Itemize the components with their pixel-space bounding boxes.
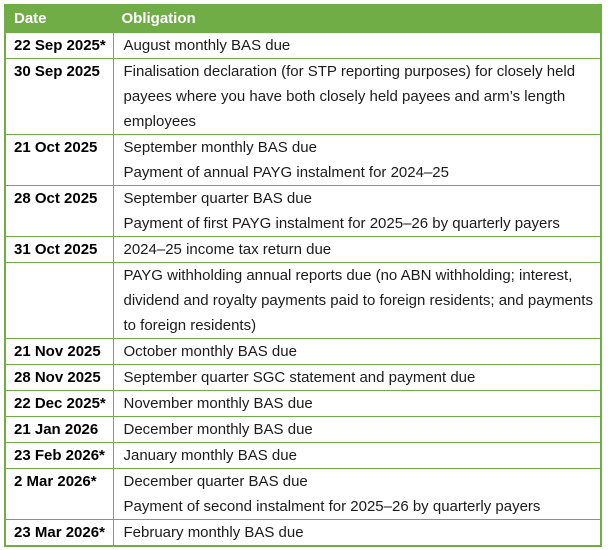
table-row: 30 Sep 2025 Finalisation declaration (fo… xyxy=(4,58,602,135)
obligation-line: December quarter BAS due xyxy=(123,473,308,490)
obligations-table: Date Obligation 22 Sep 2025* August mont… xyxy=(4,4,602,547)
obligation-cell: September monthly BAS due Payment of annu… xyxy=(112,134,602,186)
date-cell: 21 Nov 2025 xyxy=(4,338,114,365)
table-row: PAYG withholding annual reports due (no … xyxy=(4,262,602,339)
obligation-line: September monthly BAS due xyxy=(123,139,317,156)
obligation-line: August monthly BAS due xyxy=(123,37,291,54)
date-cell xyxy=(4,262,114,339)
table-row: 23 Feb 2026* January monthly BAS due xyxy=(4,442,602,469)
obligation-line: Payment of first PAYG instalment for 202… xyxy=(123,215,560,232)
obligation-cell: February monthly BAS due xyxy=(112,519,602,547)
obligation-line: Payment of annual PAYG instalment for 20… xyxy=(123,164,449,181)
column-header-obligation: Obligation xyxy=(112,4,602,33)
table-body: 22 Sep 2025* August monthly BAS due 30 S… xyxy=(4,32,602,547)
table-row: 23 Mar 2026* February monthly BAS due xyxy=(4,519,602,547)
table-header-row: Date Obligation xyxy=(4,4,602,33)
table-row: 31 Oct 2025 2024–25 income tax return du… xyxy=(4,236,602,263)
date-cell: 21 Oct 2025 xyxy=(4,134,114,186)
obligation-line: November monthly BAS due xyxy=(123,395,313,412)
date-cell: 21 Jan 2026 xyxy=(4,416,114,443)
obligation-line: Payment of second instalment for 2025–26… xyxy=(123,498,541,515)
table-row: 28 Oct 2025 September quarter BAS due Pay… xyxy=(4,185,602,237)
date-cell: 31 Oct 2025 xyxy=(4,236,114,263)
obligation-cell: January monthly BAS due xyxy=(112,442,602,469)
date-cell: 28 Nov 2025 xyxy=(4,364,114,391)
date-cell: 23 Mar 2026* xyxy=(4,519,114,547)
table-row: 22 Sep 2025* August monthly BAS due xyxy=(4,32,602,59)
obligation-cell: PAYG withholding annual reports due (no … xyxy=(112,262,602,339)
obligation-cell: December quarter BAS due Payment of secon… xyxy=(112,468,602,520)
obligation-line: 2024–25 income tax return due xyxy=(123,241,332,258)
obligation-line: January monthly BAS due xyxy=(123,447,297,464)
obligation-cell: September quarter BAS due Payment of firs… xyxy=(112,185,602,237)
column-header-date: Date xyxy=(4,4,114,33)
obligation-cell: 2024–25 income tax return due xyxy=(112,236,602,263)
table-row: 21 Nov 2025 October monthly BAS due xyxy=(4,338,602,365)
obligation-line: December monthly BAS due xyxy=(123,421,313,438)
obligation-cell: September quarter SGC statement and paym… xyxy=(112,364,602,391)
obligation-cell: Finalisation declaration (for STP report… xyxy=(112,58,602,135)
table-row: 21 Jan 2026 December monthly BAS due xyxy=(4,416,602,443)
obligation-cell: October monthly BAS due xyxy=(112,338,602,365)
obligation-line: February monthly BAS due xyxy=(123,524,304,541)
date-cell: 2 Mar 2026* xyxy=(4,468,114,520)
obligation-line: Finalisation declaration (for STP report… xyxy=(123,63,576,130)
table-head: Date Obligation xyxy=(4,4,602,33)
date-cell: 30 Sep 2025 xyxy=(4,58,114,135)
obligation-cell: December monthly BAS due xyxy=(112,416,602,443)
obligation-line: September quarter SGC statement and paym… xyxy=(123,369,476,386)
obligation-cell: November monthly BAS due xyxy=(112,390,602,417)
date-cell: 23 Feb 2026* xyxy=(4,442,114,469)
date-cell: 28 Oct 2025 xyxy=(4,185,114,237)
date-cell: 22 Dec 2025* xyxy=(4,390,114,417)
obligation-cell: August monthly BAS due xyxy=(112,32,602,59)
obligation-line: October monthly BAS due xyxy=(123,343,297,360)
obligation-line: PAYG withholding annual reports due (no … xyxy=(123,267,593,334)
table-row: 2 Mar 2026* December quarter BAS due Paym… xyxy=(4,468,602,520)
table-row: 28 Nov 2025 September quarter SGC statem… xyxy=(4,364,602,391)
obligation-line: September quarter BAS due xyxy=(123,190,312,207)
date-cell: 22 Sep 2025* xyxy=(4,32,114,59)
table-row: 21 Oct 2025 September monthly BAS due Pay… xyxy=(4,134,602,186)
table-row: 22 Dec 2025* November monthly BAS due xyxy=(4,390,602,417)
